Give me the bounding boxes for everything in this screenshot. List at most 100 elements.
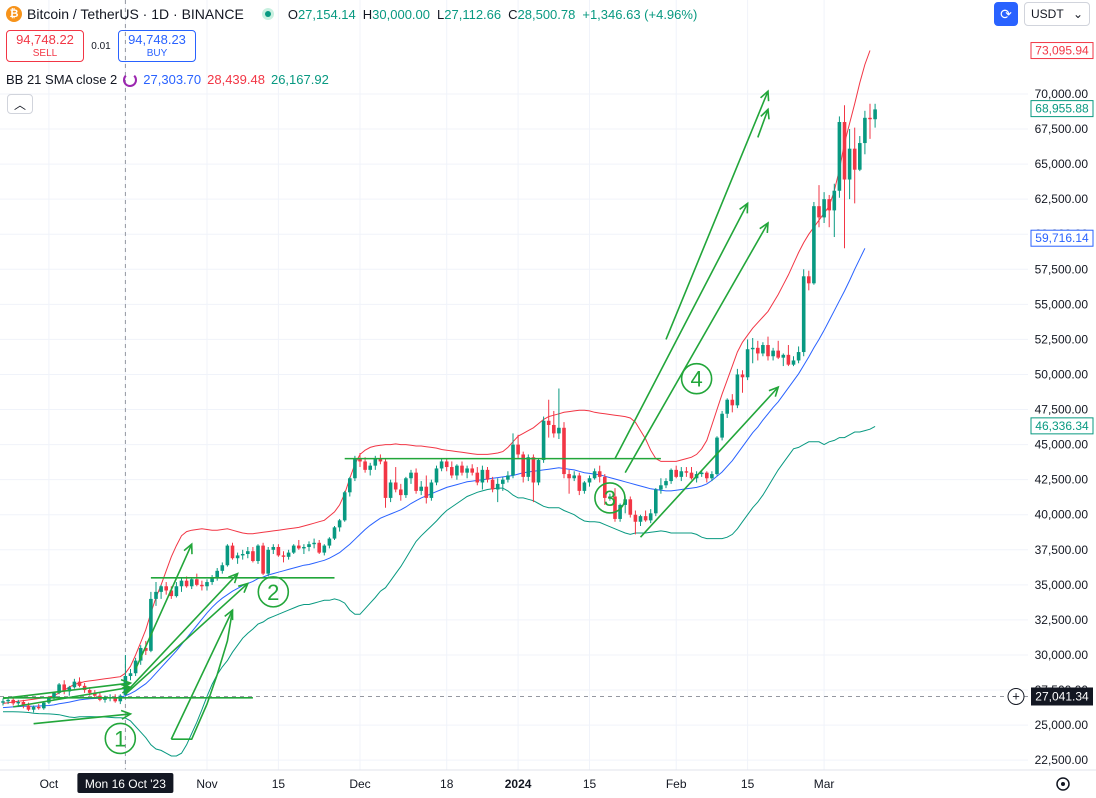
candle[interactable] — [103, 695, 107, 703]
trend-arrow[interactable] — [170, 608, 234, 740]
candle[interactable] — [511, 433, 515, 479]
candle[interactable] — [552, 410, 556, 438]
candle[interactable] — [613, 488, 617, 522]
candle[interactable] — [388, 479, 393, 503]
candle[interactable] — [404, 476, 408, 498]
candle[interactable] — [235, 552, 240, 564]
candle[interactable] — [597, 465, 602, 483]
candle[interactable] — [399, 483, 403, 501]
candle[interactable] — [460, 461, 464, 476]
candle[interactable] — [322, 544, 327, 556]
candle[interactable] — [796, 346, 801, 364]
candle[interactable] — [62, 680, 66, 695]
candle[interactable] — [179, 577, 184, 592]
candle[interactable] — [1, 698, 5, 706]
candle[interactable] — [312, 538, 316, 549]
candle[interactable] — [521, 451, 525, 483]
trend-arrow[interactable] — [639, 385, 780, 538]
candle[interactable] — [21, 699, 26, 709]
candle[interactable] — [817, 185, 821, 228]
candle[interactable] — [776, 340, 780, 360]
candle[interactable] — [455, 464, 459, 480]
candle[interactable] — [358, 453, 362, 468]
candle[interactable] — [628, 496, 633, 518]
candle[interactable] — [353, 455, 357, 482]
candle[interactable] — [429, 479, 434, 501]
candle[interactable] — [291, 544, 296, 555]
candle[interactable] — [348, 476, 352, 497]
candle[interactable] — [302, 544, 306, 555]
candle[interactable] — [807, 270, 811, 291]
candle[interactable] — [138, 645, 143, 665]
candle[interactable] — [251, 546, 255, 563]
candle[interactable] — [725, 398, 729, 418]
candle[interactable] — [582, 481, 587, 494]
candlestick-series[interactable] — [1, 103, 877, 713]
candle[interactable] — [710, 471, 714, 482]
candle[interactable] — [679, 467, 684, 482]
candle[interactable] — [444, 458, 449, 472]
candle[interactable] — [133, 657, 138, 677]
candle[interactable] — [470, 464, 474, 476]
candle[interactable] — [220, 562, 225, 574]
candle[interactable] — [638, 514, 643, 526]
candle[interactable] — [648, 509, 653, 524]
candle[interactable] — [608, 493, 612, 501]
candle[interactable] — [745, 339, 750, 381]
candle[interactable] — [286, 549, 291, 560]
candle[interactable] — [786, 345, 791, 367]
gear-icon[interactable] — [1056, 777, 1070, 791]
candle[interactable] — [654, 488, 658, 517]
candle[interactable] — [766, 336, 770, 361]
candle[interactable] — [715, 436, 719, 476]
symbol-title[interactable]: Bitcoin / TetherUS · 1D · BINANCE — [27, 6, 244, 22]
candle[interactable] — [281, 551, 286, 563]
candle[interactable] — [240, 549, 245, 560]
candle[interactable] — [852, 127, 857, 204]
trend-arrow[interactable] — [124, 582, 250, 695]
lower-band-price-label[interactable]: 46,336.34 — [1030, 417, 1094, 435]
refresh-button[interactable]: ⟳ — [994, 2, 1018, 26]
currency-select[interactable]: USDT ⌄ — [1024, 2, 1090, 26]
candle[interactable] — [562, 422, 566, 479]
buy-button[interactable]: 94,748.23 BUY — [118, 30, 196, 62]
candle[interactable] — [189, 577, 194, 590]
candle[interactable] — [419, 481, 423, 496]
candle[interactable] — [271, 544, 276, 555]
candle[interactable] — [705, 471, 709, 483]
candle[interactable] — [858, 136, 862, 172]
candle[interactable] — [781, 353, 786, 367]
candle[interactable] — [730, 394, 735, 413]
candle[interactable] — [368, 462, 372, 476]
candle[interactable] — [587, 475, 592, 487]
candle[interactable] — [409, 469, 413, 484]
price-axis[interactable]: 22,500.0025,000.0027,500.0030,000.0032,5… — [1007, 0, 1096, 770]
candle[interactable] — [154, 582, 158, 606]
candle[interactable] — [128, 669, 133, 681]
candle[interactable] — [572, 471, 576, 482]
crosshair-price-label[interactable]: +27,041.34 — [1007, 687, 1093, 706]
candle[interactable] — [485, 467, 490, 483]
candle[interactable] — [863, 110, 867, 155]
path-drawing[interactable] — [171, 609, 234, 740]
last-price-label[interactable]: 68,955.88 — [1030, 100, 1094, 118]
candle[interactable] — [546, 399, 551, 438]
candle[interactable] — [495, 478, 500, 503]
candle[interactable] — [531, 454, 536, 503]
candle[interactable] — [659, 478, 663, 494]
candle[interactable] — [868, 103, 872, 139]
candle[interactable] — [689, 467, 694, 480]
candle[interactable] — [557, 388, 561, 439]
candle[interactable] — [424, 475, 429, 504]
candle[interactable] — [246, 546, 250, 559]
candle[interactable] — [363, 457, 367, 473]
collapse-legend-button[interactable]: ︿ — [7, 94, 33, 114]
candle[interactable] — [633, 510, 638, 535]
add-alert-icon[interactable] — [1007, 687, 1025, 705]
candle[interactable] — [490, 476, 495, 493]
candle[interactable] — [756, 340, 760, 361]
candle[interactable] — [465, 465, 469, 479]
candle[interactable] — [327, 537, 332, 549]
candle[interactable] — [72, 678, 77, 689]
candle[interactable] — [822, 192, 826, 224]
